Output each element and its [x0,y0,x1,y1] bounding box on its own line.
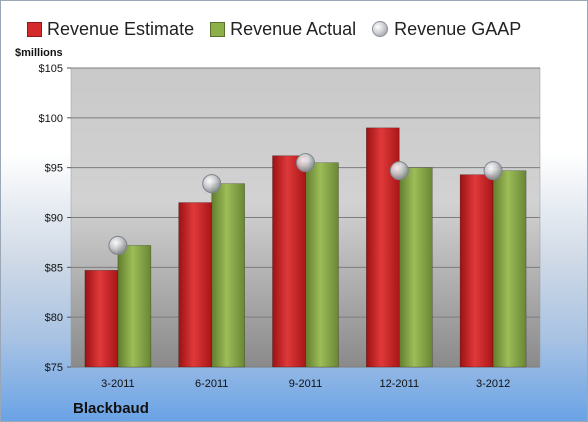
y-tick-label: $95 [45,163,63,175]
y-tick-label: $105 [39,63,63,75]
bar-revenue-estimate [459,174,494,368]
bar-revenue-estimate [178,202,212,368]
legend-swatch-revenue-estimate [27,21,42,37]
bar-revenue-actual [492,170,527,368]
marker-revenue-gaap [202,174,222,194]
legend-item-revenue-actual: Revenue Actual [210,19,356,40]
legend-item-revenue-estimate: Revenue Estimate [27,19,194,40]
company-name: Blackbaud [73,400,149,417]
y-tick-label: $90 [45,213,63,225]
y-tick-label: $80 [45,312,63,324]
y-tick-label: $85 [45,262,63,274]
marker-revenue-gaap [296,153,315,173]
bar-revenue-estimate [272,155,306,368]
legend-label-revenue-actual: Revenue Actual [230,18,357,39]
legend-marker-revenue-gaap [372,21,389,37]
bar-revenue-actual [305,162,339,368]
bar-revenue-actual [398,167,433,368]
y-tick-label: $75 [45,362,63,374]
bar-revenue-actual [211,183,245,368]
x-tick-label: 3-2012 [476,378,510,390]
legend: Revenue Estimate Revenue Actual Revenue … [27,15,537,43]
y-axis-unit-label: $millions [15,47,63,59]
y-tick-label: $100 [39,113,63,125]
marker-revenue-gaap [483,161,503,181]
bar-revenue-estimate [84,270,119,368]
marker-revenue-gaap [389,161,409,181]
marker-revenue-gaap [108,235,128,255]
x-tick-label: 9-2011 [289,378,322,390]
legend-label-revenue-gaap: Revenue GAAP [394,18,522,39]
x-tick-label: 3-2011 [101,378,134,390]
legend-swatch-revenue-actual [210,21,226,37]
x-tick-label: 12-2011 [380,378,420,390]
legend-label-revenue-estimate: Revenue Estimate [47,18,195,39]
x-tick-label: 6-2011 [195,378,228,390]
legend-item-revenue-gaap: Revenue GAAP [372,19,521,40]
bar-revenue-actual [117,245,152,368]
